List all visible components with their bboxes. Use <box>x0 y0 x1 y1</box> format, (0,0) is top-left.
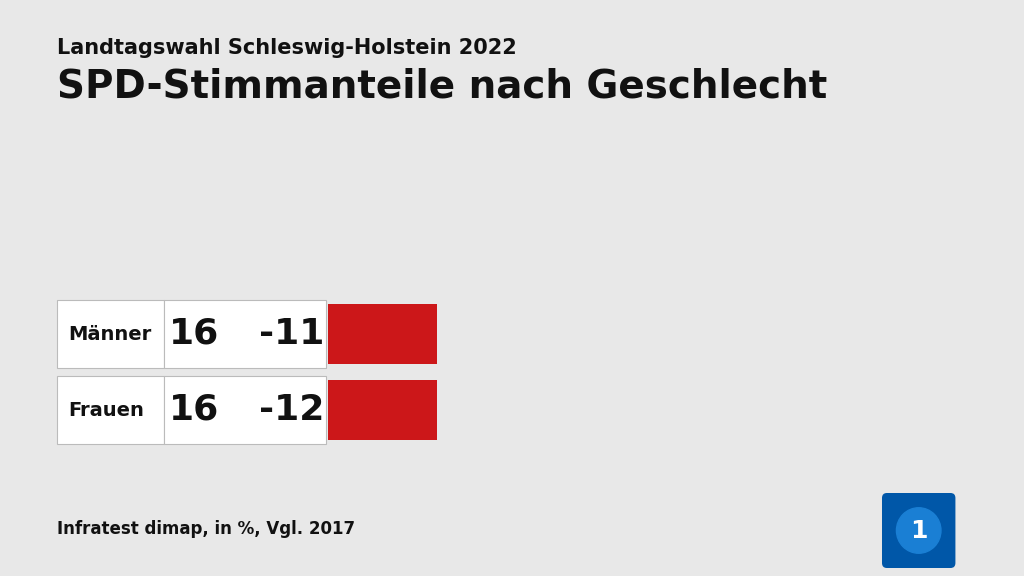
Text: Infratest dimap, in %, Vgl. 2017: Infratest dimap, in %, Vgl. 2017 <box>56 520 355 538</box>
Text: -12: -12 <box>259 393 325 427</box>
Text: 16: 16 <box>169 317 219 351</box>
FancyBboxPatch shape <box>328 380 436 440</box>
FancyBboxPatch shape <box>56 376 165 444</box>
Text: -11: -11 <box>259 317 325 351</box>
Text: Landtagswahl Schleswig-Holstein 2022: Landtagswahl Schleswig-Holstein 2022 <box>56 38 516 58</box>
Text: 1: 1 <box>910 518 928 543</box>
Text: Frauen: Frauen <box>69 400 144 419</box>
FancyBboxPatch shape <box>56 300 165 368</box>
Circle shape <box>896 508 941 554</box>
Text: Männer: Männer <box>69 324 152 343</box>
FancyBboxPatch shape <box>328 304 436 364</box>
Text: 16: 16 <box>169 393 219 427</box>
Text: SPD-Stimmanteile nach Geschlecht: SPD-Stimmanteile nach Geschlecht <box>56 68 827 106</box>
FancyBboxPatch shape <box>165 376 326 444</box>
FancyBboxPatch shape <box>165 300 326 368</box>
FancyBboxPatch shape <box>882 493 955 568</box>
